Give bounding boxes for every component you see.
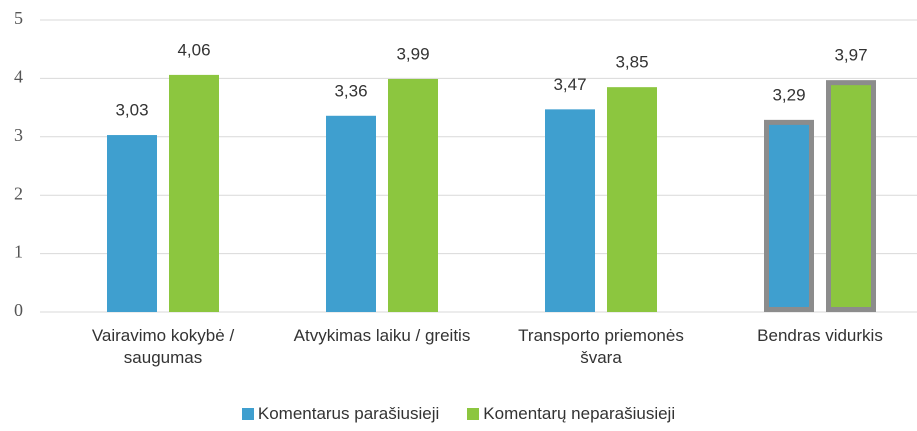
x-tick-label: Vairavimo kokybė / saugumas — [91, 326, 235, 367]
legend-item: Komentarų neparašiusieji — [467, 404, 675, 424]
data-label: 3,99 — [396, 44, 429, 63]
y-tick-label: 3 — [14, 125, 23, 145]
x-tick-label: Atvykimas laiku / greitis — [293, 326, 471, 345]
data-label: 3,29 — [772, 85, 805, 104]
legend-item: Komentarus parašiusieji — [241, 404, 440, 424]
data-label: 3,36 — [334, 81, 367, 100]
x-tick-label: Transporto priemonės švara — [518, 326, 684, 367]
y-tick-label: 1 — [14, 242, 23, 262]
legend-label: Komentarus parašiusieji — [257, 404, 440, 423]
legend: Komentarus parašiusieji Komentarų neparaš… — [0, 404, 917, 424]
bar — [326, 115, 376, 312]
data-label: 4,06 — [177, 40, 210, 59]
bar — [607, 87, 657, 312]
bar — [545, 109, 595, 313]
x-tick-label: Bendras vidurkis — [757, 326, 883, 345]
y-tick-label: 2 — [14, 183, 23, 203]
bar — [107, 135, 157, 312]
y-tick-label: 5 — [14, 8, 23, 28]
bar — [388, 78, 438, 312]
data-label: 3,47 — [553, 75, 586, 94]
legend-label: Komentarų neparašiusieji — [483, 404, 676, 423]
bar — [169, 74, 219, 313]
data-label: 3,85 — [615, 53, 648, 72]
bar — [826, 80, 876, 313]
data-label: 3,97 — [834, 46, 867, 65]
legend-swatch — [467, 408, 480, 420]
data-label: 3,03 — [115, 101, 148, 120]
y-tick-label: 0 — [14, 300, 23, 320]
bar — [764, 119, 814, 312]
legend-swatch — [241, 408, 254, 420]
y-tick-label: 4 — [14, 67, 23, 87]
